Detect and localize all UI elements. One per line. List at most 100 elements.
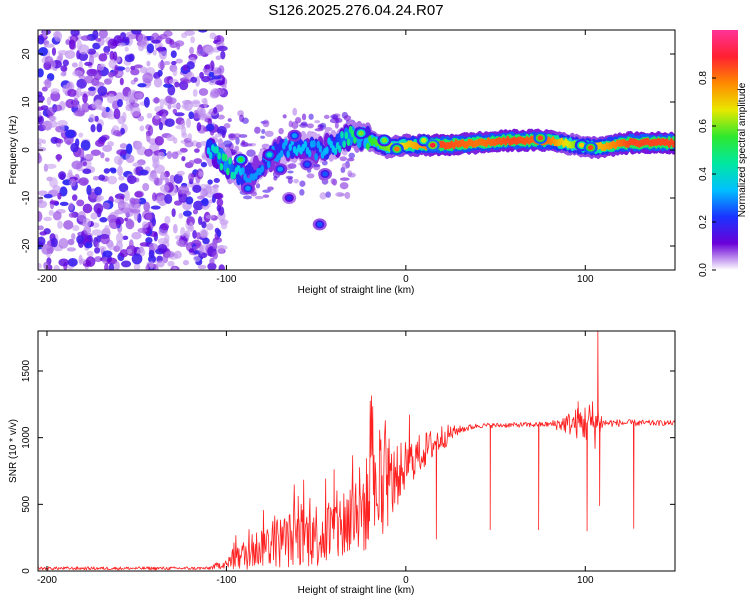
- spectrogram-noise-blob: [53, 104, 63, 112]
- spectrogram-noise-blob: [84, 241, 93, 249]
- spectrogram-noise-blob: [133, 64, 143, 69]
- spectrogram-noise-blob: [152, 49, 157, 56]
- spectrogram-noise-blob: [118, 202, 127, 208]
- spectrogram-scatter-blob: [308, 113, 314, 120]
- spectrogram-noise-blob: [44, 55, 54, 65]
- spectrogram-noise-blob: [109, 50, 115, 61]
- spectrogram-noise-blob: [148, 243, 158, 251]
- spectrogram-feature: [277, 166, 284, 172]
- spectrogram-noise-blob: [137, 227, 148, 234]
- spectrogram-xtick-label: -200: [37, 274, 57, 285]
- spectrogram-noise-blob: [178, 193, 188, 203]
- spectrogram-noise-blob: [184, 230, 191, 239]
- spectrogram-noise-blob: [50, 88, 60, 95]
- spectrogram-noise-blob: [193, 255, 201, 262]
- spectrogram-scatter-blob: [334, 118, 343, 123]
- spectrogram-noise-blob: [44, 78, 52, 89]
- spectrogram-ridge-mark: [329, 140, 333, 149]
- spectrogram-y-axis: -20 -10 0 10 20: [21, 48, 675, 253]
- spectrogram-noise-blob: [152, 97, 161, 104]
- spectrogram-noise-blob: [164, 118, 175, 127]
- spectrogram-noise-blob: [108, 263, 115, 270]
- spectrogram-noise-blob: [120, 260, 132, 268]
- spectrogram-noise-blob: [76, 199, 85, 207]
- spectrogram-noise-blob: [170, 50, 177, 58]
- spectrogram-noise-blob: [80, 35, 92, 41]
- spectrogram-noise-blob: [159, 200, 165, 207]
- spectrogram-noise-blob: [201, 97, 207, 104]
- spectrogram-noise-blob: [86, 184, 92, 196]
- spectrogram-noise-blob: [189, 46, 194, 55]
- spectrogram-noise-blob: [154, 135, 165, 146]
- spectrogram-noise-blob: [204, 45, 215, 55]
- spectrogram-noise-blob: [182, 259, 190, 266]
- spectrogram-noise-blob: [136, 146, 147, 156]
- spectrogram-noise-blob: [201, 221, 207, 229]
- spectrogram-noise-blob: [38, 46, 48, 57]
- spectrogram-noise-blob: [48, 115, 57, 122]
- spectrogram-noise-blob: [142, 182, 150, 192]
- spectrogram-noise-blob: [156, 260, 165, 268]
- spectrogram-noise-blob: [122, 111, 127, 123]
- spectrogram-feature: [537, 135, 544, 141]
- spectrogram-noise-blob: [134, 141, 143, 149]
- spectrogram-noise-blob: [113, 108, 121, 120]
- spectrogram-ridge-mark: [366, 142, 370, 151]
- spectrogram-noise-blob: [119, 77, 124, 86]
- spectrogram-noise-blob: [157, 61, 166, 70]
- spectrogram-noise-blob: [192, 230, 197, 239]
- spectrogram-scatter-blob: [299, 189, 305, 196]
- spectrogram-noise-blob: [113, 129, 122, 137]
- spectrogram-noise-blob: [43, 216, 52, 222]
- colorbar-tick-label: 0.2: [698, 215, 709, 229]
- spectrogram-noise-blob: [143, 201, 151, 212]
- spectrogram-scatter-blob: [330, 114, 339, 120]
- spectrogram-noise-blob: [98, 174, 105, 181]
- spectrogram-noise-blob: [164, 233, 170, 244]
- spectrogram-scatter-blob: [323, 114, 330, 120]
- spectrogram-ytick-label: 20: [21, 48, 32, 60]
- spectrogram-feature: [578, 142, 585, 148]
- spectrogram-feature: [237, 157, 244, 163]
- spectrogram-noise-blob: [60, 71, 67, 77]
- spectrogram-feature: [394, 146, 400, 152]
- spectrogram-noise-blob: [198, 88, 209, 96]
- spectrogram-ridge-mark: [340, 130, 344, 139]
- spectrogram-noise-blob: [162, 112, 167, 119]
- spectrogram-noise-blob: [132, 162, 143, 168]
- spectrogram-noise-blob: [133, 77, 139, 82]
- spectrogram-noise-blob: [209, 257, 215, 265]
- snr-ytick-label: 1500: [21, 359, 32, 382]
- spectrogram-noise-blob: [172, 223, 178, 234]
- spectrogram-noise-blob: [164, 215, 171, 225]
- spectrogram-noise-blob: [182, 210, 192, 217]
- spectrogram-noise-blob: [173, 173, 183, 184]
- spectrogram-scatter-blob: [227, 118, 232, 123]
- spectrogram-noise-blob: [93, 70, 102, 81]
- spectrogram-ridge-mark: [284, 138, 288, 146]
- spectrogram-noise-blob: [59, 201, 69, 207]
- spectrogram-noise-blob: [188, 221, 194, 231]
- spectrogram-noise-blob: [172, 108, 178, 114]
- spectrogram-noise-blob: [211, 75, 222, 80]
- spectrogram-scatter-blob: [291, 121, 299, 130]
- spectrogram-noise-blob: [196, 49, 206, 57]
- spectrogram-scatter-blob: [339, 182, 349, 190]
- spectrogram-noise-blob: [117, 42, 126, 47]
- spectrogram-scatter-blob: [318, 124, 325, 128]
- spectrogram-noise-blob: [100, 152, 105, 159]
- spectrogram-noise-blob: [172, 266, 178, 270]
- spectrogram-noise-blob: [69, 178, 77, 187]
- spectrogram-scatter-blob: [232, 133, 242, 139]
- spectrogram-noise-blob: [86, 250, 94, 257]
- spectrogram-noise-blob: [139, 125, 145, 132]
- spectrogram-noise-blob: [91, 229, 103, 236]
- spectrogram-noise-blob: [215, 55, 222, 61]
- spectrogram-noise-blob: [62, 84, 68, 94]
- spectrogram-noise-blob: [58, 258, 69, 267]
- spectrogram-noise-blob: [92, 42, 101, 50]
- spectrogram-ridge-mark: [228, 157, 232, 165]
- spectrogram-noise-blob: [218, 264, 225, 270]
- spectrogram-noise-blob: [124, 190, 130, 202]
- spectrogram-noise-blob: [204, 64, 211, 70]
